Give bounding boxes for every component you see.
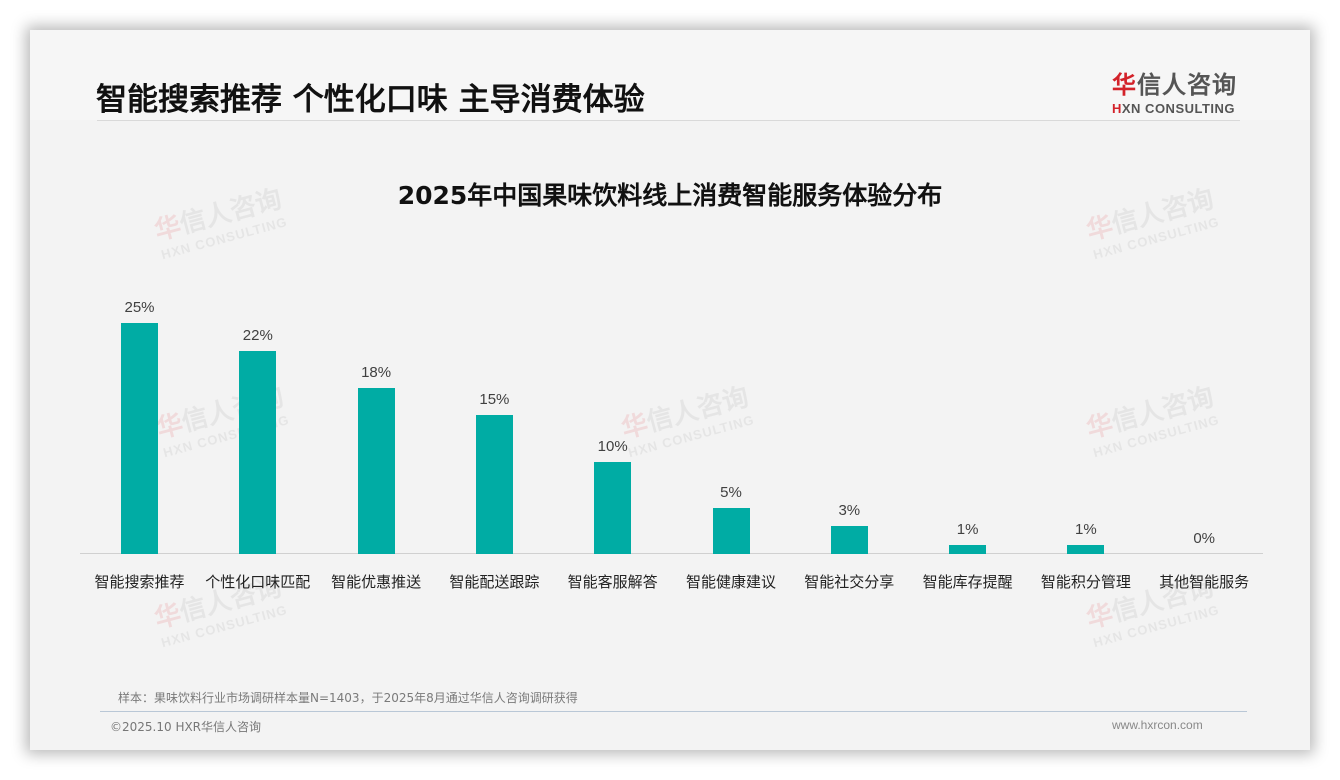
bar-value-label: 5% bbox=[720, 484, 742, 501]
bar-value-label: 25% bbox=[124, 299, 155, 316]
bar bbox=[475, 415, 513, 554]
brand-logo: 华信人咨询 HXN CONSULTING bbox=[1112, 65, 1252, 116]
bar bbox=[357, 388, 395, 554]
bar-value-label: 22% bbox=[242, 327, 273, 344]
category-label: 智能优惠推送 bbox=[331, 573, 422, 591]
category-label: 智能积分管理 bbox=[1040, 573, 1131, 591]
category-label: 智能库存提醒 bbox=[922, 573, 1013, 591]
logo-chinese: 华信人咨询 bbox=[1112, 65, 1252, 100]
category-label: 智能客服解答 bbox=[567, 573, 658, 591]
header-divider bbox=[97, 120, 1240, 121]
sample-note: 样本：果味饮料行业市场调研样本量N=1403，于2025年8月通过华信人咨询调研… bbox=[118, 691, 578, 705]
logo-english: HXN CONSULTING bbox=[1112, 101, 1252, 116]
bar-value-label: 0% bbox=[1193, 530, 1216, 547]
header-strip bbox=[30, 30, 1310, 120]
bar bbox=[239, 351, 277, 554]
bar-value-label: 18% bbox=[361, 364, 392, 381]
bar-value-label: 15% bbox=[479, 391, 510, 408]
bar bbox=[712, 508, 750, 554]
category-label: 其他智能服务 bbox=[1159, 573, 1250, 591]
category-label: 个性化口味匹配 bbox=[205, 573, 311, 591]
category-label: 智能健康建议 bbox=[685, 573, 776, 591]
logo-en-red-char: H bbox=[1112, 101, 1122, 116]
logo-en-rest: XN CONSULTING bbox=[1121, 101, 1236, 116]
bar-value-label: 1% bbox=[1075, 521, 1097, 538]
category-label: 智能搜索推荐 bbox=[94, 573, 185, 591]
slide: 智能搜索推荐 个性化口味 主导消费体验 华信人咨询 HXN CONSULTING bbox=[30, 30, 1310, 750]
website-link[interactable]: www.hxrcon.com bbox=[1112, 718, 1203, 732]
copyright-text: ©2025.10 HXR华信人咨询 bbox=[110, 720, 262, 734]
category-label: 智能社交分享 bbox=[804, 573, 895, 591]
bar-value-label: 1% bbox=[956, 521, 979, 538]
logo-cn-red-char: 华 bbox=[1112, 71, 1137, 99]
page-title: 智能搜索推荐 个性化口味 主导消费体验 bbox=[96, 82, 645, 118]
x-axis-baseline bbox=[80, 553, 1263, 554]
bar bbox=[1067, 545, 1105, 554]
category-label: 智能配送跟踪 bbox=[449, 573, 540, 591]
chart-title: 2025年中国果味饮料线上消费智能服务体验分布 bbox=[397, 181, 943, 210]
bar bbox=[121, 323, 158, 554]
logo-cn-rest: 信人咨询 bbox=[1137, 71, 1237, 99]
bar bbox=[594, 462, 632, 554]
bar bbox=[830, 526, 868, 554]
bar-value-label: 10% bbox=[597, 438, 628, 455]
footer-divider bbox=[100, 711, 1247, 712]
bar-value-label: 3% bbox=[838, 502, 861, 519]
bar bbox=[949, 545, 987, 554]
